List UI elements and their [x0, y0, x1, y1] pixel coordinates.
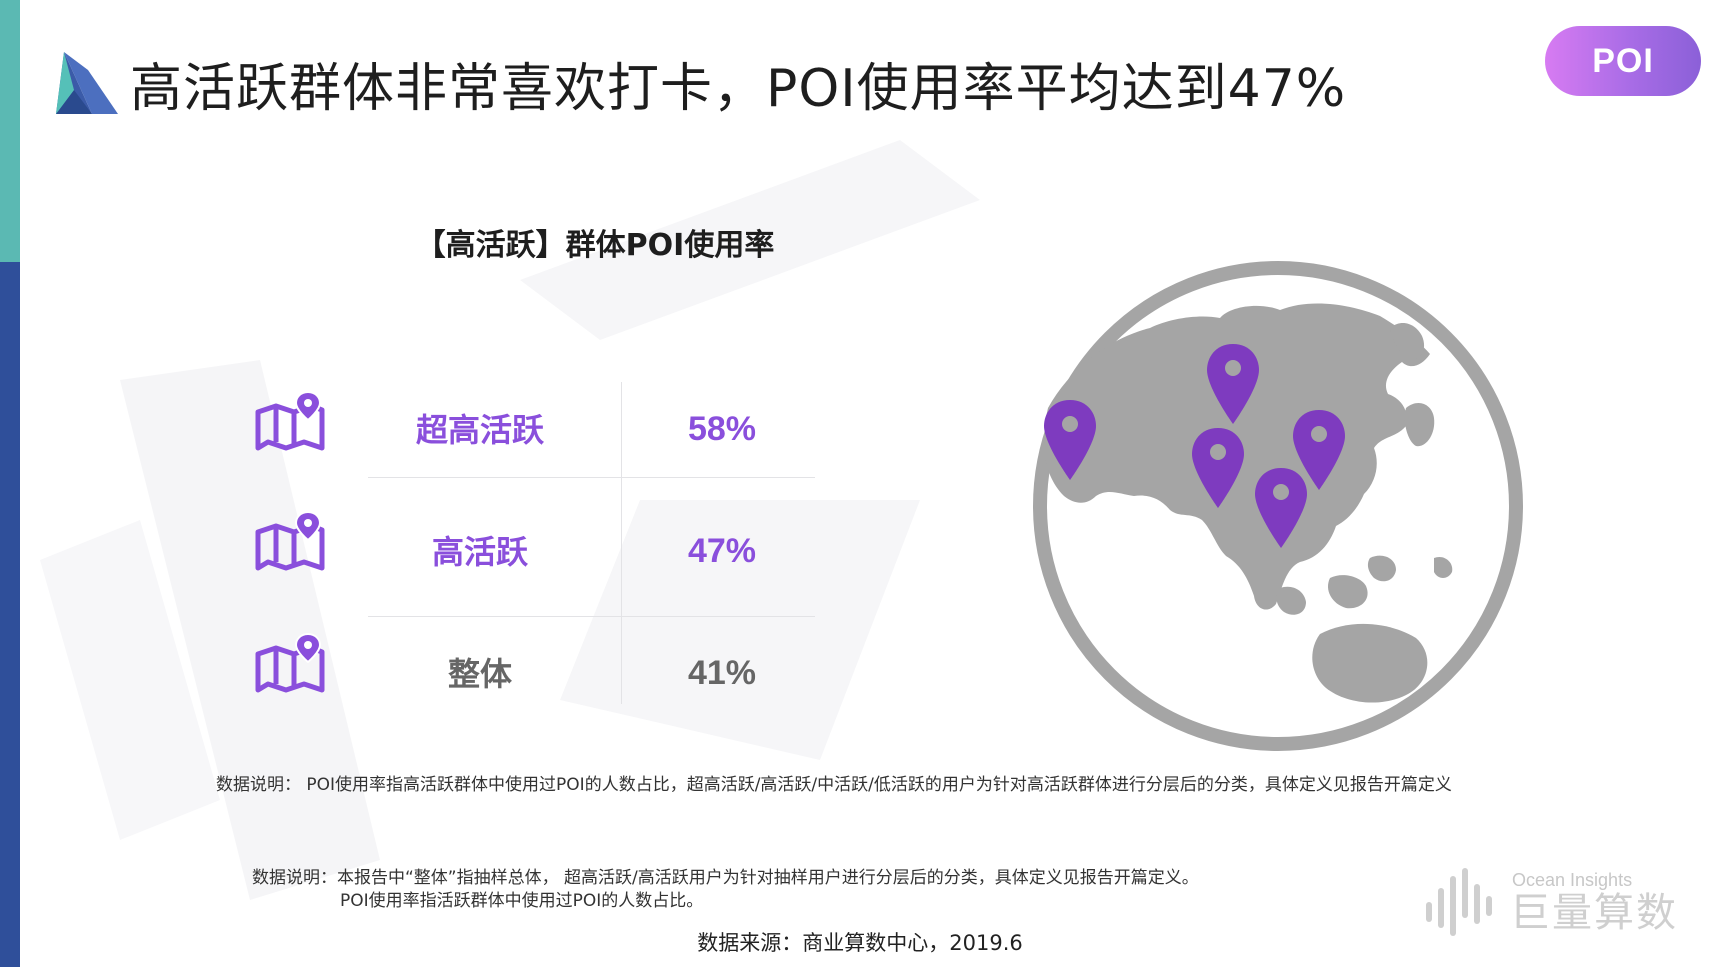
triangle-logo-icon — [56, 52, 118, 114]
data-source: 数据来源：商业算数中心，2019.6 — [697, 931, 1023, 955]
globe-icon — [1033, 261, 1523, 751]
map-pin-icon — [255, 632, 325, 693]
data-note-secondary-line2: POI使用率指活跃群体中使用过POI的人数占比。 — [340, 891, 704, 911]
row-value-overall: 41% — [687, 654, 757, 692]
soundwave-icon — [1426, 868, 1492, 936]
row-value-high-active: 47% — [687, 532, 757, 570]
row-value-super-active: 58% — [687, 410, 757, 448]
row-label-high-active: 高活跃 — [431, 533, 528, 571]
location-marker-icon — [1207, 344, 1259, 424]
map-pin-icon — [255, 510, 325, 571]
brand-name-cn: 巨量算数 — [1510, 890, 1678, 936]
row-label-super-active: 超高活跃 — [415, 411, 544, 449]
data-note-secondary: 数据说明：本报告中“整体”指抽样总体， 超高活跃/高活跃用户为针对抽样用户进行分… — [252, 868, 1199, 888]
location-marker-icon — [1192, 428, 1244, 508]
page-title: 高活跃群体非常喜欢打卡，POI使用率平均达到47% — [130, 59, 1347, 119]
location-marker-icon — [1293, 410, 1345, 490]
poi-tag: POI — [1545, 26, 1701, 96]
location-marker-icon — [1255, 468, 1307, 548]
sidebar-strip-bottom — [0, 262, 20, 967]
sidebar-strip-top — [0, 0, 20, 262]
location-marker-icon — [1044, 400, 1096, 480]
column-divider — [621, 382, 622, 704]
panel-title: 【高活跃】群体POI使用率 — [415, 228, 775, 263]
row-divider — [368, 477, 815, 478]
row-label-overall: 整体 — [447, 655, 512, 693]
brand-name-en: Ocean Insights — [1512, 870, 1633, 890]
row-divider — [368, 616, 815, 617]
map-pin-icon — [255, 390, 325, 451]
data-note: 数据说明： POI使用率指高活跃群体中使用过POI的人数占比，超高活跃/高活跃/… — [216, 775, 1452, 795]
